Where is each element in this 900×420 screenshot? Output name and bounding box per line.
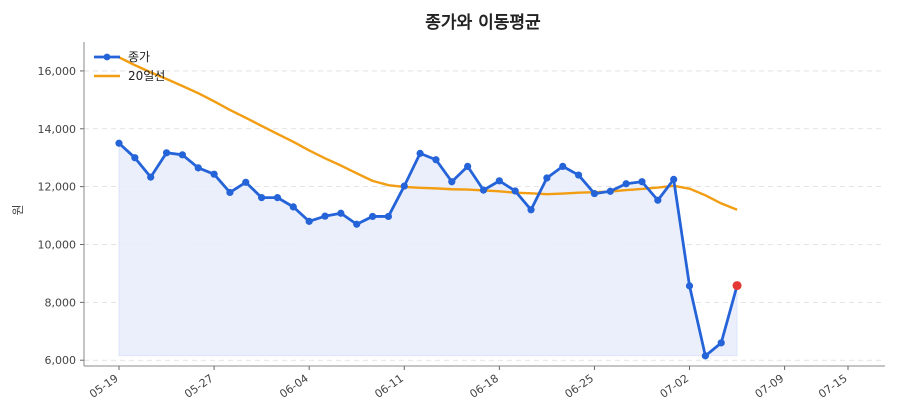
close-point: [115, 139, 123, 147]
close-point: [258, 194, 266, 202]
close-point: [654, 196, 662, 204]
close-point: [226, 188, 234, 197]
y-tick-label: 14,000: [38, 123, 77, 136]
x-tick-label: 06-18: [467, 372, 501, 401]
y-tick-label: 10,000: [38, 239, 77, 252]
close-point: [384, 212, 393, 221]
close-point: [353, 220, 361, 228]
x-tick-label: 06-04: [277, 372, 311, 401]
close-point: [416, 149, 424, 157]
chart-title: 종가와 이동평균: [425, 13, 541, 33]
legend-ma20-label: 20일선: [128, 69, 165, 83]
ma20-line: [118, 56, 738, 211]
y-tick-label: 6,000: [45, 354, 77, 367]
close-point: [337, 209, 345, 217]
close-point: [464, 162, 472, 170]
close-point: [495, 177, 503, 185]
legend-close-marker: [103, 53, 111, 61]
x-tick-label: 07-02: [658, 372, 692, 401]
close-point: [178, 151, 186, 159]
close-point: [479, 186, 488, 194]
close-point: [574, 171, 583, 179]
x-tick-label: 07-15: [816, 372, 850, 401]
close-point: [448, 178, 456, 186]
y-tick-label: 8,000: [45, 296, 77, 309]
x-tick-label: 07-09: [753, 372, 787, 401]
close-point: [162, 149, 171, 157]
legend-close-label: 종가: [128, 50, 150, 64]
close-line: [118, 142, 739, 358]
close-last-point: [732, 281, 742, 291]
legend: 종가 20일선: [94, 50, 165, 83]
close-point: [543, 174, 551, 182]
close-point: [273, 194, 282, 202]
close-point: [511, 187, 519, 195]
x-tick-label: 05-27: [182, 372, 216, 401]
close-point: [321, 212, 329, 220]
close-point: [194, 164, 202, 172]
close-point: [147, 173, 155, 181]
close-point: [400, 182, 408, 190]
close-point: [717, 339, 725, 347]
close-point: [527, 206, 535, 214]
y-tick-label: 12,000: [38, 181, 77, 194]
series-layer: [115, 56, 742, 360]
x-tick-label: 06-25: [563, 372, 597, 401]
close-point: [432, 156, 440, 164]
close-point: [701, 352, 709, 360]
close-point: [638, 178, 646, 186]
close-point: [368, 212, 377, 221]
close-point: [289, 203, 297, 211]
close-point: [606, 187, 614, 195]
close-point: [131, 154, 139, 162]
close-point: [242, 178, 250, 186]
close-point: [559, 162, 567, 170]
x-tick-label: 06-11: [372, 372, 406, 401]
close-point: [590, 189, 599, 198]
close-point: [210, 170, 218, 178]
y-tick-label: 16,000: [38, 65, 77, 78]
close-point: [305, 217, 313, 225]
close-point: [685, 282, 694, 290]
close-point: [622, 180, 630, 188]
close-point: [670, 175, 678, 184]
y-axis-label: 원: [11, 204, 25, 215]
x-tick-label: 05-19: [87, 372, 121, 401]
